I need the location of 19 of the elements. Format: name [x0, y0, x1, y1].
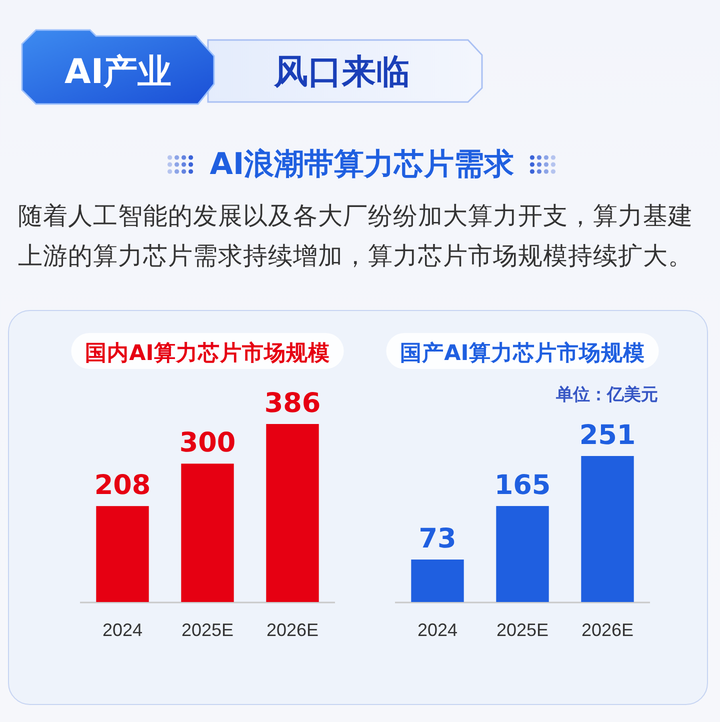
text: 随着人工智能的发展以及各大厂纷纷加大算力开支，算力基建上游的算力芯片需求持续增加，算力芯片市场规模持续扩大。 [18, 200, 694, 272]
data-label: 73 [418, 524, 456, 555]
x-tick-label: 2025E [181, 620, 234, 640]
x-tick-label: 2024 [417, 620, 458, 640]
data-label: 165 [494, 470, 551, 502]
chart-title: 国内AI算力芯片市场规模 [85, 340, 330, 366]
data-label: 386 [264, 388, 321, 419]
chart-title: 国产AI算力芯片市场规模 [400, 340, 645, 366]
data-label: 251 [579, 420, 636, 451]
x-tick-label: 2026E [581, 620, 634, 640]
text: AI产业 [64, 52, 172, 92]
text: 单位：亿美元 [555, 385, 658, 405]
text: 风口来临 [273, 52, 410, 92]
data-label: 300 [179, 428, 236, 459]
x-tick-label: 2026E [266, 620, 319, 640]
x-tick-label: 2024 [102, 620, 143, 640]
text: AI浪潮带算力芯片需求 [210, 147, 514, 182]
x-tick-label: 2025E [496, 620, 549, 640]
data-label: 208 [94, 470, 151, 502]
